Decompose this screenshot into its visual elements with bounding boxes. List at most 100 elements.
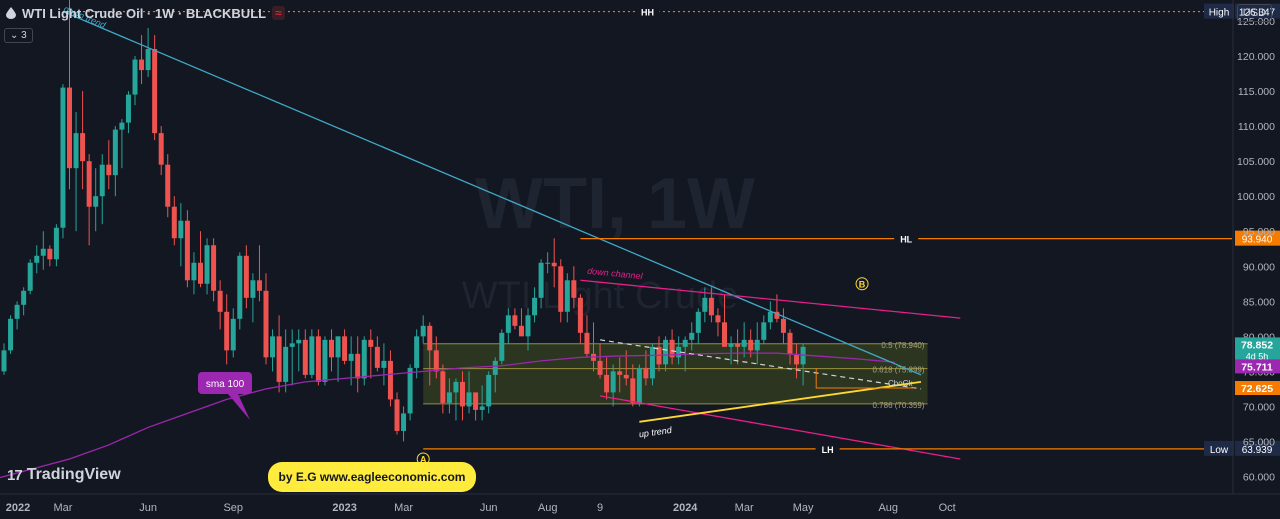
- price-label-bg: [1235, 359, 1280, 374]
- y-tick-label: 85.000: [1243, 296, 1275, 308]
- candle-body: [794, 353, 800, 365]
- candle-body: [27, 262, 33, 291]
- fib-level-label: 0.786 (70.359): [873, 401, 925, 410]
- candle-body: [34, 255, 40, 263]
- candle: [722, 294, 727, 347]
- candle: [420, 315, 426, 344]
- candle-body: [198, 262, 203, 284]
- candle-body: [171, 206, 177, 239]
- candle: [355, 336, 361, 393]
- candle: [125, 91, 131, 134]
- axis-price-tag-bg: [1235, 3, 1280, 19]
- candle: [577, 294, 583, 344]
- candle: [460, 371, 465, 421]
- currency-selector[interactable]: USD: [1236, 4, 1272, 22]
- sma-label-box: [198, 372, 252, 394]
- watermark-name: WTI Light Crude: [462, 275, 739, 317]
- level-tag: HL: [900, 235, 912, 245]
- candle: [40, 231, 46, 270]
- candle-body: [178, 220, 184, 239]
- candle: [263, 273, 269, 365]
- candle-body: [86, 161, 92, 207]
- candle: [649, 343, 655, 386]
- candle-body: [499, 332, 505, 361]
- price-label-bg: [1235, 381, 1280, 396]
- candle-body: [518, 325, 524, 337]
- sma-label-pointer: [228, 394, 250, 420]
- y-tick-label: 105.000: [1237, 156, 1275, 168]
- candle: [178, 203, 184, 267]
- candle: [86, 154, 92, 246]
- candle-body: [40, 248, 46, 256]
- candle: [558, 259, 564, 323]
- candle-body: [754, 339, 760, 351]
- candle: [335, 336, 341, 382]
- tradingview-wordmark: TradingView: [26, 466, 121, 483]
- candle-body: [525, 315, 531, 337]
- sma-line: [0, 352, 895, 479]
- candle-body: [256, 280, 262, 291]
- fib-zone: [423, 343, 928, 404]
- candle-body: [433, 350, 439, 372]
- symbol-title[interactable]: WTI Light Crude Oil · 1W · BLACKBULL: [22, 5, 267, 21]
- candle: [604, 357, 610, 400]
- candle: [165, 154, 171, 218]
- chart-header: WTI Light Crude Oil · 1W · BLACKBULL ≈: [0, 0, 285, 26]
- candle-body: [676, 346, 682, 358]
- axis-price-tag: 93.940: [1242, 235, 1273, 246]
- candle-body: [355, 353, 361, 379]
- candle-body: [505, 315, 511, 333]
- tradingview-logo[interactable]: 17 TradingView: [7, 466, 121, 484]
- axis-price-tag-bg: [1235, 440, 1280, 456]
- candle-body: [761, 322, 767, 340]
- candle: [689, 322, 695, 351]
- candle-body: [224, 311, 230, 351]
- candle: [342, 329, 348, 365]
- candle-body: [715, 315, 721, 323]
- candle-body: [394, 399, 400, 431]
- candle: [401, 406, 407, 442]
- candle-body: [329, 339, 334, 358]
- candle-body: [669, 339, 675, 358]
- candle-body: [335, 336, 341, 358]
- candle-body: [309, 336, 315, 375]
- fib-level-label: 0.5 (78.940): [881, 341, 924, 350]
- candle-body: [695, 311, 701, 333]
- tradingview-mark-icon: 17: [7, 466, 23, 484]
- y-tick-label: 60.000: [1243, 471, 1275, 483]
- candle: [276, 315, 282, 393]
- candle: [427, 322, 433, 386]
- candle-body: [302, 339, 308, 375]
- candle: [407, 364, 413, 421]
- candle-body: [230, 318, 236, 351]
- candle-body: [407, 367, 413, 414]
- candle: [780, 308, 786, 344]
- candle: [34, 245, 40, 274]
- candle-body: [145, 49, 151, 71]
- candle: [446, 378, 452, 414]
- candle-body: [623, 374, 629, 379]
- candle: [361, 336, 367, 386]
- marker-label: A: [420, 454, 427, 464]
- candle-body: [564, 280, 570, 312]
- axis-side-tag-bg: [1204, 440, 1234, 456]
- candle-body: [263, 290, 269, 358]
- wave-icon[interactable]: ≈: [272, 6, 285, 20]
- candle: [735, 329, 741, 365]
- candle-body: [289, 343, 295, 347]
- candle-body: [152, 49, 158, 134]
- indicator-toggle[interactable]: ⌄ 3: [4, 28, 33, 43]
- candle-body: [571, 280, 577, 298]
- candle-body: [617, 371, 623, 375]
- candle-body: [787, 332, 793, 354]
- candle: [132, 56, 138, 106]
- level-tag-bg: [635, 4, 660, 19]
- candle-body: [427, 325, 433, 351]
- candle-body: [191, 262, 197, 281]
- price-label-sub: 4d 5h: [1246, 351, 1269, 361]
- price-label: 78.852: [1241, 339, 1273, 351]
- candle-body: [80, 133, 86, 162]
- level-tag: HH: [641, 8, 654, 18]
- candle: [610, 364, 616, 407]
